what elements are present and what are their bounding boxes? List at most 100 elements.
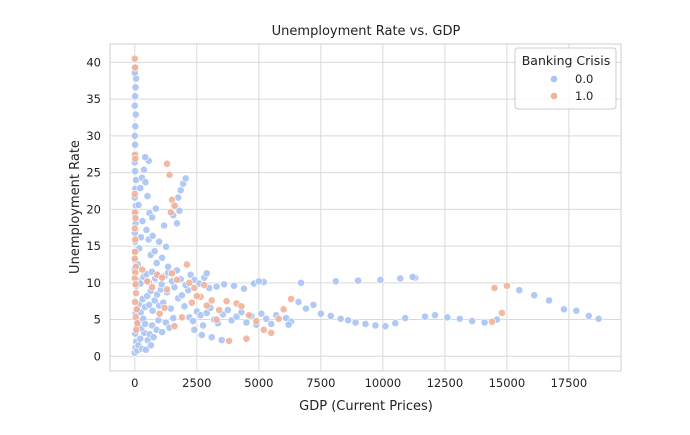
data-point-series-1: [132, 305, 141, 314]
y-axis-ticks: 0 5 10 15 20 25 30 35 40: [86, 55, 101, 363]
data-point-series-0: [162, 242, 170, 251]
data-point-series-1: [488, 317, 496, 326]
data-point-series-1: [192, 292, 201, 300]
data-point-series-0: [164, 262, 172, 271]
data-point-series-1: [133, 319, 142, 328]
data-point-series-0: [232, 312, 241, 321]
data-point-series-0: [262, 314, 271, 323]
x-tick-label: 5000: [244, 376, 273, 390]
data-point-series-0: [468, 317, 477, 325]
data-point-series-0: [143, 192, 152, 201]
data-point-series-0: [160, 221, 168, 230]
legend-marker-0: [550, 75, 558, 83]
data-point-series-0: [176, 186, 185, 195]
data-point-series-0: [336, 314, 345, 323]
legend: Banking Crisis 0.0 1.0: [514, 47, 617, 110]
data-point-series-1: [267, 328, 276, 337]
data-point-series-0: [421, 312, 429, 321]
data-point-series-1: [252, 317, 261, 325]
data-point-series-1: [170, 322, 179, 331]
data-point-series-0: [138, 217, 147, 225]
data-point-series-0: [189, 317, 197, 325]
data-point-series-1: [163, 159, 171, 168]
data-point-series-0: [381, 322, 390, 331]
data-point-series-1: [131, 298, 139, 306]
data-point-series-1: [215, 306, 224, 314]
legend-box: [514, 47, 617, 110]
data-point-series-0: [431, 311, 439, 320]
data-point-series-0: [152, 259, 161, 267]
data-point-series-0: [207, 333, 216, 342]
data-point-series-0: [134, 201, 143, 209]
data-point-series-0: [148, 213, 157, 222]
y-tick-label: 20: [86, 202, 101, 216]
data-point-series-0: [351, 318, 360, 327]
data-point-series-1: [178, 313, 186, 322]
data-point-series-0: [257, 309, 266, 318]
data-point-series-1: [502, 281, 511, 290]
data-point-series-0: [530, 291, 539, 300]
data-point-series-0: [197, 331, 206, 339]
data-point-series-0: [158, 328, 166, 336]
data-point-series-1: [131, 248, 139, 256]
data-point-series-1: [148, 283, 157, 292]
data-point-series-1: [202, 301, 211, 310]
data-point-series-1: [130, 54, 139, 63]
data-point-series-0: [190, 325, 199, 334]
data-point-series-1: [498, 309, 506, 317]
data-point-series-0: [584, 311, 593, 320]
x-tick-label: 0: [131, 376, 138, 390]
data-point-series-0: [155, 237, 164, 246]
data-point-series-1: [131, 280, 140, 289]
legend-label-1: 1.0: [575, 89, 593, 103]
data-point-series-1: [168, 269, 176, 278]
data-point-series-1: [242, 334, 251, 343]
data-point-series-1: [237, 302, 246, 311]
data-point-series-0: [131, 122, 140, 131]
data-point-series-1: [155, 309, 164, 318]
y-axis-label: Unemployment Rate: [68, 140, 83, 274]
data-point-series-1: [173, 275, 181, 284]
data-point-series-1: [245, 311, 253, 320]
data-point-series-1: [131, 63, 139, 72]
data-point-series-0: [141, 178, 150, 187]
legend-title: Banking Crisis: [522, 53, 611, 68]
data-point-series-0: [515, 286, 524, 295]
data-point-series-1: [200, 281, 209, 289]
data-point-series-0: [284, 320, 293, 329]
data-point-series-0: [560, 305, 568, 314]
data-point-series-0: [212, 282, 221, 291]
data-point-series-0: [455, 314, 464, 323]
data-point-series-0: [594, 314, 603, 323]
y-tick-label: 35: [86, 92, 101, 106]
data-point-series-0: [173, 219, 181, 228]
data-point-series-0: [376, 275, 385, 284]
data-point-series-0: [316, 309, 325, 318]
y-tick-label: 30: [86, 129, 101, 143]
data-point-series-1: [165, 170, 174, 179]
data-point-series-0: [545, 296, 553, 305]
y-tick-label: 5: [94, 313, 101, 327]
data-point-series-1: [130, 190, 139, 198]
data-point-series-1: [279, 305, 288, 314]
legend-label-0: 0.0: [575, 72, 593, 86]
data-point-series-1: [158, 273, 166, 282]
data-point-series-0: [297, 278, 305, 287]
data-point-series-1: [259, 325, 268, 334]
data-point-series-0: [331, 277, 340, 286]
data-point-series-0: [480, 318, 489, 327]
data-point-series-1: [131, 214, 140, 223]
y-tick-label: 25: [86, 166, 101, 180]
data-point-series-0: [267, 320, 276, 328]
data-point-series-0: [240, 284, 248, 293]
data-point-series-0: [217, 336, 226, 345]
data-point-series-1: [274, 314, 283, 323]
data-point-series-1: [212, 315, 221, 324]
data-point-series-1: [222, 297, 231, 306]
data-point-series-0: [151, 204, 160, 213]
data-point-series-0: [147, 341, 155, 350]
data-point-series-0: [142, 345, 150, 354]
data-point-series-0: [141, 153, 150, 162]
data-point-series-0: [131, 167, 139, 176]
